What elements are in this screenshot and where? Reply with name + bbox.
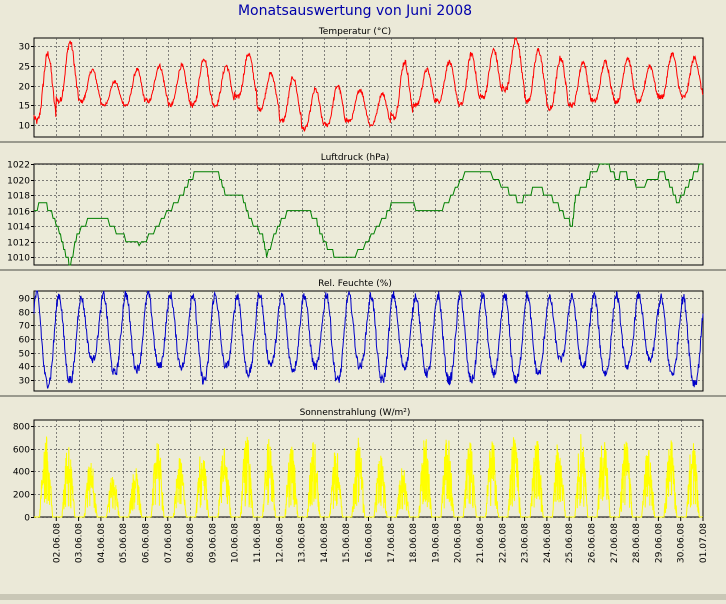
- x-tick-label: 04.06.08: [97, 523, 107, 563]
- x-tick-label: 10.06.08: [231, 523, 241, 563]
- x-tick-label: 27.06.08: [610, 523, 620, 563]
- x-tick-label: 14.06.08: [320, 523, 330, 563]
- x-tick-label: 07.06.08: [164, 523, 174, 563]
- y-tick-label: 90: [19, 295, 31, 305]
- x-tick-label: 17.06.08: [387, 523, 397, 563]
- x-tick-label: 13.06.08: [298, 523, 308, 563]
- y-tick-label: 1022: [7, 161, 30, 171]
- y-tick-label: 30: [19, 377, 31, 387]
- x-tick-label: 03.06.08: [75, 523, 85, 563]
- panel-3: Rel. Feuchte (%) 30 40 50 60 70 80 90: [0, 279, 726, 397]
- series-line: [33, 37, 704, 132]
- panel-4: Sonnenstrahlung (W/m²) 0 200 400 600 800: [13, 408, 704, 524]
- panel-separator: [0, 269, 726, 271]
- x-tick-label: 29.06.08: [654, 523, 664, 563]
- y-tick-label: 800: [13, 423, 30, 433]
- x-tick-label: 22.06.08: [498, 523, 508, 563]
- panel-title: Temperatur (°C): [318, 27, 391, 37]
- y-tick-label: 20: [19, 83, 31, 93]
- y-tick-label: 60: [19, 336, 31, 346]
- x-tick-label: 06.06.08: [142, 523, 152, 563]
- y-tick-label: 10: [19, 122, 31, 132]
- x-tick-label: 28.06.08: [632, 523, 642, 563]
- y-tick-label: 15: [19, 102, 30, 112]
- y-tick-label: 200: [13, 491, 30, 501]
- status-band: [0, 594, 726, 600]
- x-tick-label: 18.06.08: [409, 523, 419, 563]
- x-tick-label: 12.06.08: [275, 523, 285, 563]
- page-title: Monatsauswertung von Juni 2008: [238, 3, 472, 19]
- x-tick-label: 09.06.08: [208, 523, 218, 563]
- x-tick-label: 24.06.08: [543, 523, 553, 563]
- plot-area: [33, 163, 704, 266]
- panel-2: Luftdruck (hPa) 1010 1012 1014 1016 1018 1020 1…: [0, 153, 726, 271]
- series-line: [33, 289, 704, 389]
- y-tick-label: 50: [19, 350, 31, 360]
- x-tick-label: 16.06.08: [365, 523, 375, 563]
- x-tick-label: 05.06.08: [119, 523, 129, 563]
- x-tick-label: 02.06.08: [52, 523, 62, 563]
- y-tick-label: 1018: [7, 192, 30, 202]
- y-tick-label: 25: [19, 63, 30, 73]
- y-tick-label: 1016: [7, 208, 30, 218]
- panel-title: Rel. Feuchte (%): [318, 279, 392, 289]
- x-tick-label: 01.07.08: [699, 523, 709, 563]
- y-tick-label: 30: [19, 43, 31, 53]
- x-tick-label: 19.06.08: [431, 523, 441, 563]
- panel-separator: [0, 395, 726, 397]
- y-tick-label: 1010: [7, 254, 30, 264]
- panel-separator: [0, 141, 726, 143]
- y-tick-label: 1020: [7, 177, 30, 187]
- panel-title: Sonnenstrahlung (W/m²): [300, 408, 411, 418]
- series-line: [34, 163, 703, 266]
- y-tick-label: 400: [13, 468, 30, 478]
- y-tick-label: 1012: [7, 239, 30, 249]
- x-tick-label: 30.06.08: [677, 523, 687, 563]
- panel-title: Luftdruck (hPa): [321, 153, 390, 163]
- x-tick-label: 21.06.08: [476, 523, 486, 563]
- y-tick-label: 70: [19, 322, 31, 332]
- y-tick-label: 600: [13, 446, 30, 456]
- x-tick-label: 25.06.08: [565, 523, 575, 563]
- y-tick-label: 80: [19, 309, 31, 319]
- x-tick-label: 23.06.08: [521, 523, 531, 563]
- x-tick-label: 15.06.08: [342, 523, 352, 563]
- x-tick-label: 11.06.08: [253, 523, 263, 563]
- y-tick-label: 1014: [7, 223, 30, 233]
- plot-area: [33, 419, 704, 518]
- y-tick-label: 40: [19, 363, 31, 373]
- x-tick-label: 08.06.08: [186, 523, 196, 563]
- y-tick-label: 0: [24, 514, 30, 524]
- x-tick-label: 20.06.08: [454, 523, 464, 563]
- panel-1: Temperatur (°C) 10 15 20 25 30: [0, 27, 726, 143]
- x-tick-label: 26.06.08: [588, 523, 598, 563]
- x-axis: 02.06.08 03.06.08 04.06.08 05.06.08 06.06.08…: [52, 517, 709, 563]
